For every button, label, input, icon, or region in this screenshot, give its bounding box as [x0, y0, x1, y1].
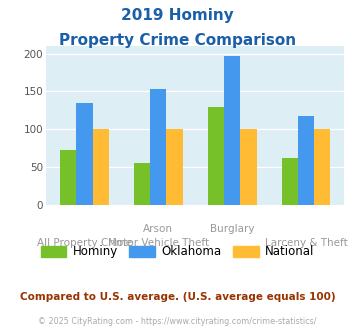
- Bar: [150, 89, 166, 205]
- Text: Arson: Arson: [143, 224, 173, 234]
- Bar: [60, 149, 76, 205]
- Text: Larceny & Theft: Larceny & Theft: [264, 238, 347, 248]
- Bar: [76, 103, 93, 205]
- Bar: [224, 56, 240, 205]
- Bar: [314, 129, 330, 205]
- Text: Compared to U.S. average. (U.S. average equals 100): Compared to U.S. average. (U.S. average …: [20, 292, 335, 302]
- Bar: [298, 115, 314, 205]
- Bar: [134, 163, 150, 205]
- Bar: [240, 129, 257, 205]
- Text: Burglary: Burglary: [210, 224, 255, 234]
- Text: Property Crime Comparison: Property Crime Comparison: [59, 33, 296, 48]
- Legend: Hominy, Oklahoma, National: Hominy, Oklahoma, National: [36, 241, 319, 263]
- Bar: [93, 129, 109, 205]
- Text: 2019 Hominy: 2019 Hominy: [121, 8, 234, 23]
- Bar: [282, 158, 298, 205]
- Bar: [208, 107, 224, 205]
- Text: © 2025 CityRating.com - https://www.cityrating.com/crime-statistics/: © 2025 CityRating.com - https://www.city…: [38, 317, 317, 326]
- Text: All Property Crime: All Property Crime: [37, 238, 132, 248]
- Text: Motor Vehicle Theft: Motor Vehicle Theft: [108, 238, 209, 248]
- Bar: [166, 129, 183, 205]
